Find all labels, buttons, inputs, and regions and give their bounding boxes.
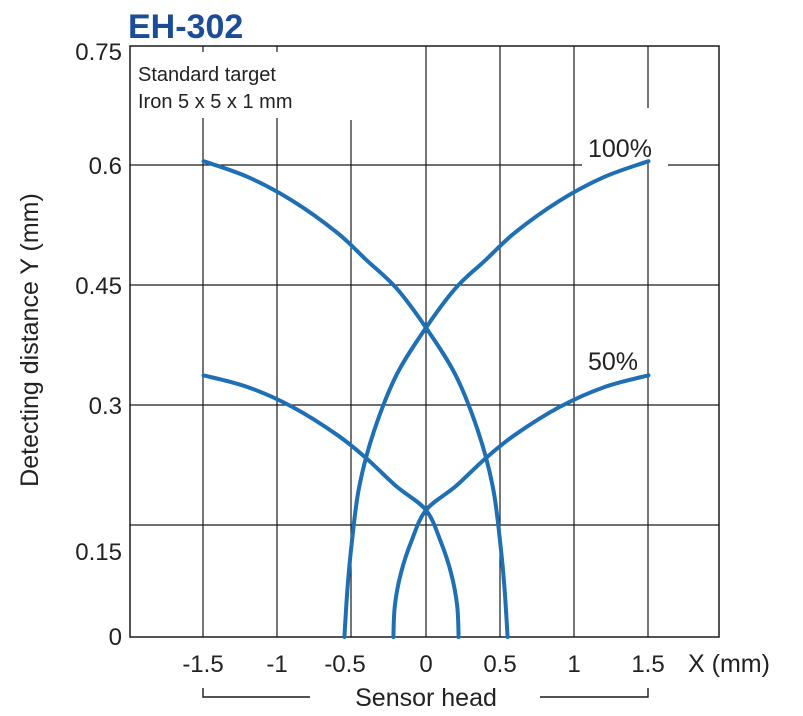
- label-bg-100: [584, 130, 666, 162]
- series-line-1: [342, 159, 651, 639]
- y-tick-0.45: 0.45: [75, 273, 122, 300]
- y-tick-labels: 0 0.15 0.3 0.45 0.6 0.75: [75, 39, 122, 651]
- annotation-line-1: Standard target: [138, 64, 276, 86]
- x-axis-label: X (mm): [688, 650, 770, 678]
- x-tick-0.5: 0.5: [483, 651, 516, 678]
- y-tick-0.3: 0.3: [89, 393, 122, 420]
- series-label-50: 50%: [588, 348, 638, 376]
- x-tick-1.5: 1.5: [631, 651, 664, 678]
- label-bg-50: [584, 344, 646, 376]
- series-line-2: [201, 373, 461, 639]
- y-tick-0: 0: [109, 624, 122, 651]
- y-axis-label: Detecting distance Y (mm): [16, 193, 44, 487]
- annotation-background: [134, 52, 350, 118]
- chart-title: EH-302: [128, 8, 243, 46]
- y-tick-0.75: 0.75: [75, 39, 122, 66]
- series-label-100: 100%: [588, 135, 652, 163]
- series-line-0: [201, 159, 510, 639]
- y-tick-0.15: 0.15: [75, 539, 122, 566]
- grid: [130, 46, 719, 637]
- plot-frame: [129, 45, 720, 638]
- sensor-head-label: Sensor head: [355, 684, 497, 712]
- x-tick-n0.5: -0.5: [324, 651, 365, 678]
- x-tick-labels: -1.5 -1 -0.5 0 0.5 1 1.5: [182, 651, 664, 678]
- x-tick-1: 1: [567, 651, 580, 678]
- x-tick-0: 0: [419, 651, 432, 678]
- y-tick-0.6: 0.6: [89, 153, 122, 180]
- curves: [201, 159, 651, 639]
- x-tick-n1: -1: [266, 651, 287, 678]
- series-line-3: [391, 373, 651, 639]
- annotation-line-2: Iron 5 x 5 x 1 mm: [138, 91, 293, 113]
- x-tick-n1.5: -1.5: [182, 651, 223, 678]
- sensor-bracket-right: [540, 688, 649, 698]
- sensor-bracket-left: [202, 688, 310, 698]
